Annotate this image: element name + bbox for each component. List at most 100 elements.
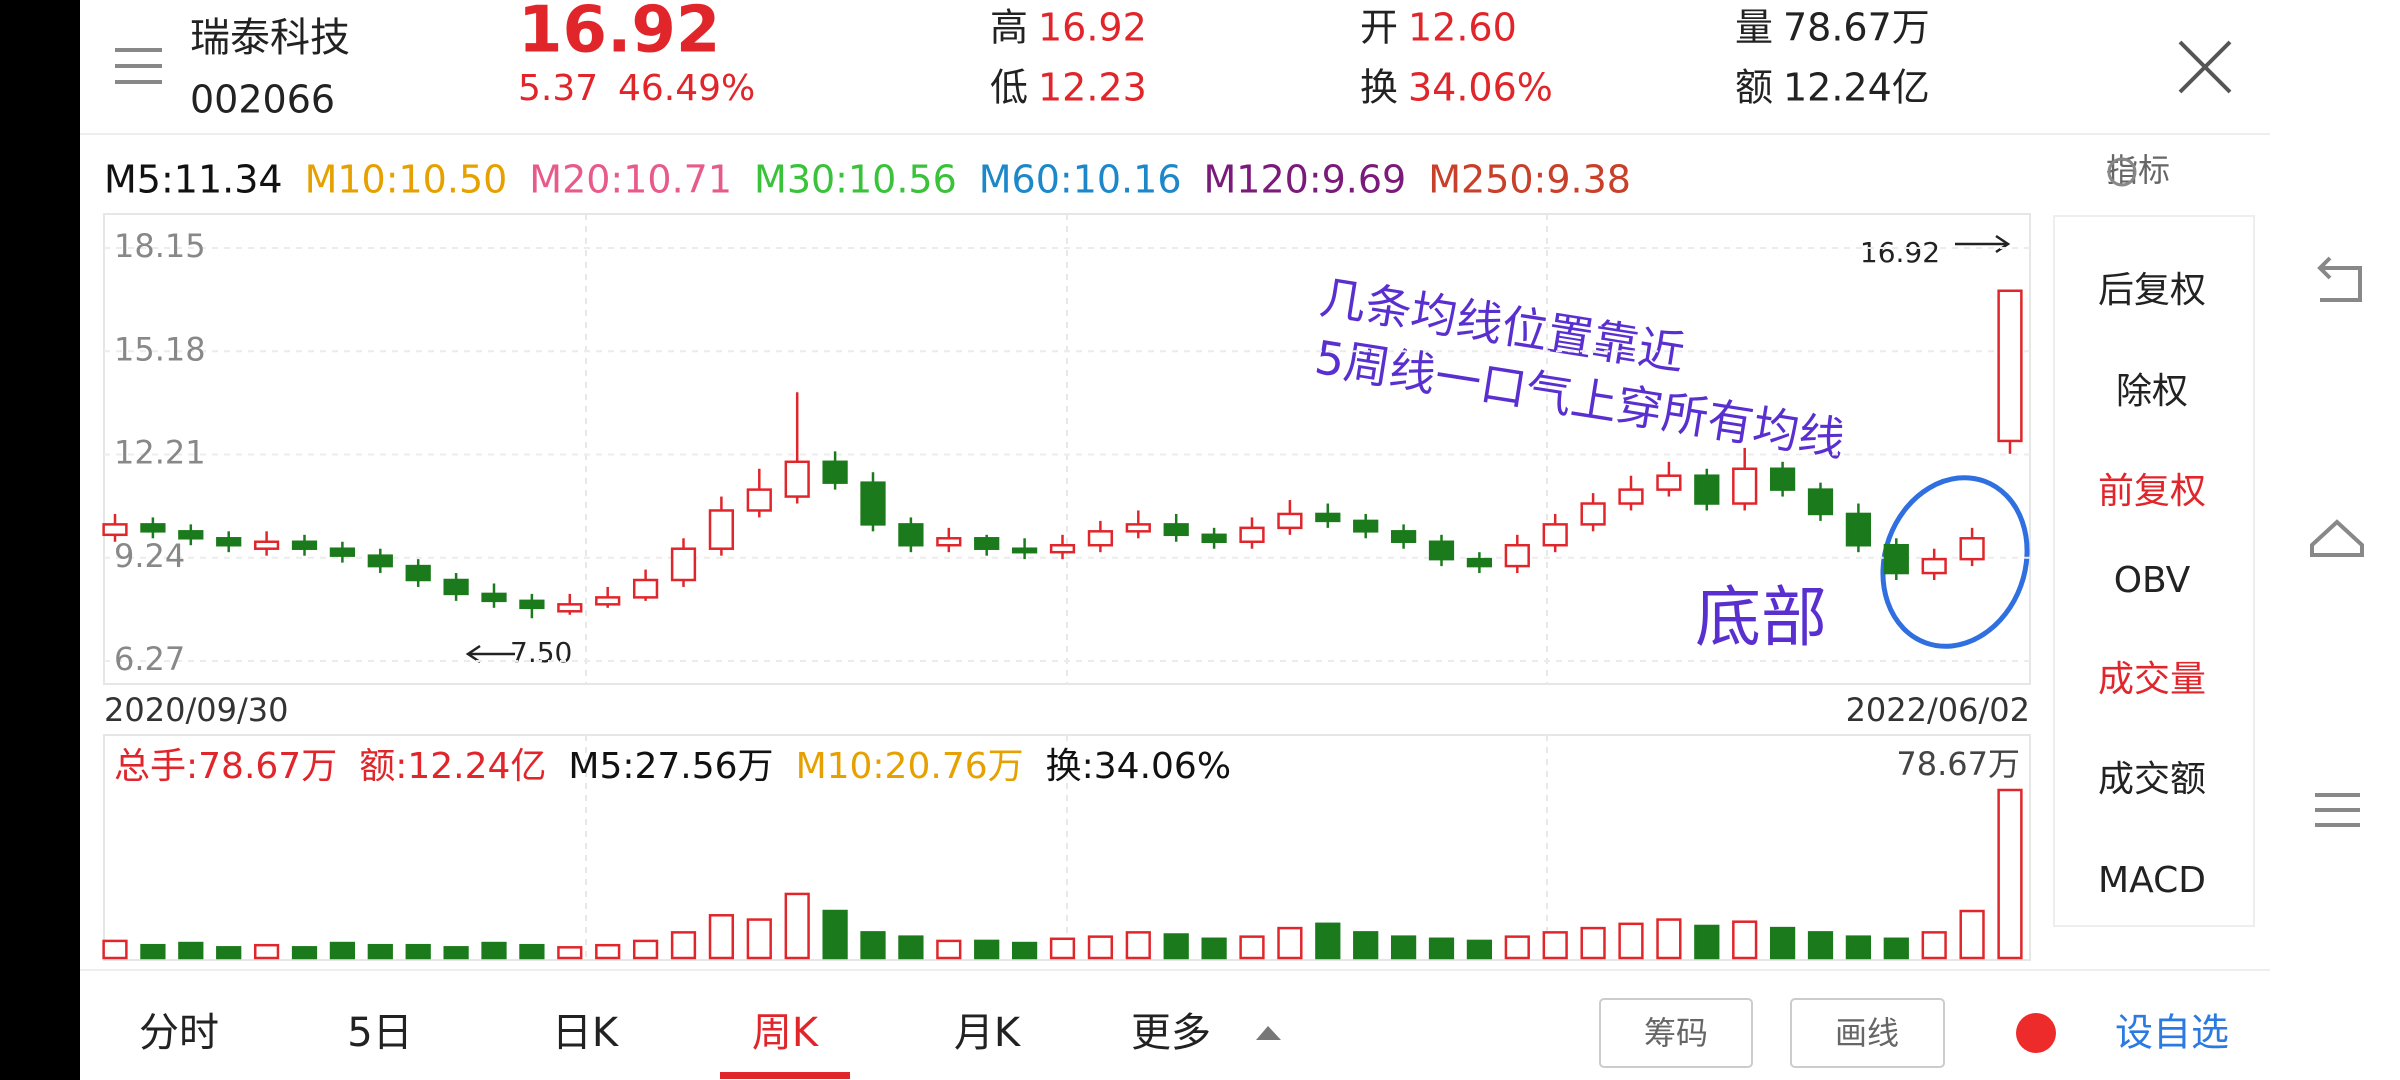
ma-legend: M10:10.50: [305, 158, 508, 202]
candle-body: [1883, 543, 1909, 575]
volume-bar: [291, 946, 318, 960]
tab[interactable]: 分时: [139, 1010, 219, 1056]
volume-bar: [329, 941, 356, 960]
min-label: 7.50: [510, 636, 572, 669]
button[interactable]: [1599, 998, 1753, 1068]
candle-body: [1807, 488, 1834, 516]
volume-bar: [1769, 926, 1796, 960]
stat-label: 额: [1735, 66, 1773, 110]
candle-body: [1694, 474, 1720, 505]
record-dot: [2016, 1013, 2056, 1053]
volume-bar: [746, 918, 772, 960]
indicator-icon: [2107, 157, 2137, 187]
volume-bar: [1239, 935, 1265, 960]
volume-legend: 额:12.24亿: [359, 746, 546, 787]
volume-bar: [1656, 918, 1682, 960]
volume-bar: [822, 909, 848, 960]
menu-item[interactable]: MACD: [2098, 860, 2206, 901]
candle-body: [1997, 289, 2023, 443]
volume-bar: [1883, 937, 1909, 960]
volume-bar: [1163, 933, 1189, 960]
volume-max-label: 78.67万: [1896, 745, 2020, 783]
candle-body: [1769, 467, 1796, 491]
menu-item[interactable]: 成交额: [2098, 759, 2206, 800]
volume-bar: [1997, 788, 2023, 960]
change-pct: 46.49%: [618, 68, 755, 109]
volume-bar: [1390, 935, 1417, 960]
menu-item[interactable]: OBV: [2114, 560, 2191, 601]
min-arrow: [465, 644, 515, 664]
stat-value: 16.92: [1038, 6, 1147, 50]
candle-body: [140, 523, 166, 533]
candle-body: [822, 460, 848, 484]
volume-bar: [1049, 937, 1076, 960]
candle-body: [481, 592, 507, 603]
volume-bar: [1011, 941, 1038, 960]
candle-body: [974, 537, 1000, 550]
close-button[interactable]: [2178, 40, 2232, 94]
menu-icon[interactable]: [115, 48, 162, 84]
menu-item[interactable]: 除权: [2116, 371, 2188, 412]
candle-body: [253, 540, 280, 550]
button[interactable]: [1790, 998, 1945, 1068]
volume-bar: [481, 941, 507, 960]
volume-bar: [140, 943, 166, 960]
menu-item[interactable]: 前复权: [2098, 471, 2206, 512]
button-label[interactable]: 筹码: [1644, 1014, 1708, 1052]
candle-body: [216, 537, 242, 547]
candle-body: [1542, 523, 1568, 547]
y-tick-label: 15.18: [114, 330, 206, 368]
candle-body: [1428, 540, 1455, 561]
candle-body: [1580, 502, 1606, 526]
annotation-circle: [1880, 475, 2030, 649]
stat-label: 高: [990, 6, 1028, 50]
y-tick-label: 12.21: [114, 434, 206, 472]
end-date: 2022/06/02: [1846, 691, 2030, 729]
candle-body: [1125, 523, 1151, 533]
tab[interactable]: 更多: [1131, 1010, 1211, 1056]
volume-bar: [178, 941, 204, 960]
candle-body: [1353, 519, 1379, 533]
candle-body: [519, 599, 545, 610]
add-watchlist[interactable]: 设自选: [2115, 1011, 2229, 1055]
candle-body: [1011, 547, 1038, 554]
volume-bar: [253, 943, 280, 960]
volume-bar: [443, 946, 469, 960]
candle-body: [1163, 523, 1189, 537]
candle-body: [291, 540, 318, 550]
system-nav[interactable]: [2310, 256, 2364, 827]
volume-bar: [1845, 935, 1872, 960]
more-arrow: [1256, 1026, 1281, 1040]
menu-item[interactable]: 成交量: [2098, 659, 2206, 700]
y-tick-label: 18.15: [114, 227, 206, 265]
candle-body: [1504, 543, 1530, 568]
menu-item[interactable]: 后复权: [2098, 270, 2206, 311]
candle-body: [1390, 530, 1417, 544]
max-arrow: [1955, 234, 2011, 254]
volume-bar: [1921, 931, 1947, 960]
stock-code: 002066: [190, 78, 335, 122]
candle-body: [405, 564, 431, 582]
candle-body: [1201, 533, 1227, 544]
volume-bar: [1542, 931, 1568, 960]
candle-body: [1239, 526, 1265, 544]
candle-body: [860, 481, 886, 526]
candle-body: [367, 554, 393, 568]
max-label: 16.92: [1860, 236, 1940, 269]
volume-bar: [557, 946, 583, 960]
tab[interactable]: 日K: [552, 1010, 620, 1056]
volume-bar: [670, 931, 697, 960]
volume-bar: [405, 943, 431, 960]
volume-bar: [519, 943, 545, 960]
ma-legend: M120:9.69: [1204, 158, 1407, 202]
tab[interactable]: 月K: [954, 1010, 1022, 1056]
tab-active[interactable]: 周K: [752, 1010, 820, 1056]
button-label[interactable]: 画线: [1835, 1014, 1899, 1052]
volume-bar: [1504, 935, 1530, 960]
tab-underline: [720, 1072, 850, 1079]
candle-body: [178, 530, 204, 540]
stat-value: 12.24亿: [1783, 66, 1930, 110]
tab[interactable]: 5日: [347, 1010, 412, 1056]
candle-body: [1656, 474, 1682, 491]
